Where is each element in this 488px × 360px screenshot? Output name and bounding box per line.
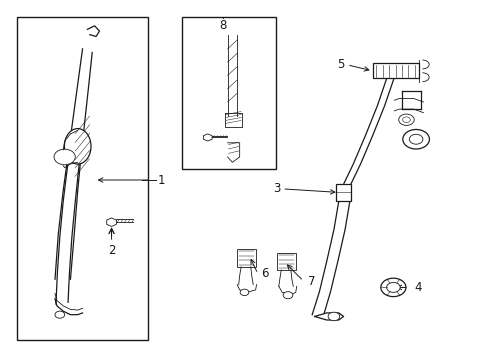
Circle shape: [283, 292, 292, 299]
Circle shape: [380, 278, 405, 297]
Text: 4: 4: [414, 281, 421, 294]
Text: 8: 8: [219, 19, 226, 32]
Bar: [237, 249, 255, 267]
Ellipse shape: [398, 114, 413, 125]
Bar: [277, 253, 295, 270]
Circle shape: [240, 289, 248, 296]
Text: 1: 1: [157, 174, 165, 186]
Polygon shape: [203, 134, 212, 141]
Text: 5: 5: [336, 58, 344, 71]
Circle shape: [55, 311, 64, 318]
Text: 2: 2: [107, 244, 115, 257]
Bar: [372, 63, 418, 78]
Circle shape: [327, 312, 339, 321]
Ellipse shape: [402, 130, 428, 149]
Text: 6: 6: [261, 267, 268, 280]
Text: 7: 7: [308, 275, 315, 288]
Bar: [181, 17, 275, 169]
Polygon shape: [106, 218, 116, 226]
Ellipse shape: [64, 129, 91, 164]
Ellipse shape: [402, 117, 409, 123]
Circle shape: [54, 149, 75, 165]
Text: 3: 3: [273, 183, 280, 195]
Bar: [17, 17, 147, 339]
Circle shape: [386, 283, 399, 292]
Ellipse shape: [408, 134, 422, 144]
Bar: [336, 184, 350, 201]
